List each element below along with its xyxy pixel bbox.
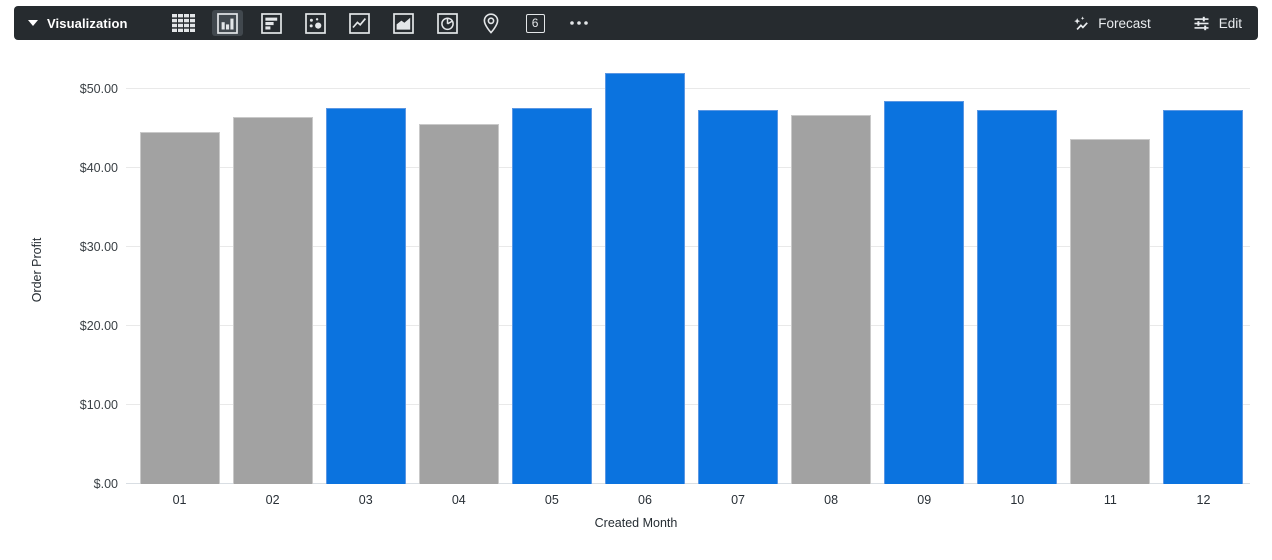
x-tick-label: 02: [265, 493, 280, 507]
x-tick-label: 11: [1103, 493, 1117, 507]
scatter-icon: [304, 12, 326, 34]
x-tick-label: 05: [544, 493, 559, 507]
table-icon: [171, 14, 195, 32]
visualization-label: Visualization: [47, 15, 128, 31]
bar-06[interactable]: [604, 72, 685, 484]
x-tick-label: 10: [1010, 493, 1025, 507]
gridline: [126, 403, 1250, 405]
forecast-button[interactable]: Forecast: [1072, 15, 1151, 32]
x-tick-label: 12: [1196, 493, 1211, 507]
x-tick-label: 04: [451, 493, 466, 507]
x-tick-label: 03: [358, 493, 373, 507]
y-tick-label: $40.00: [79, 160, 118, 175]
pie-chart-icon: [436, 12, 458, 34]
bar-11[interactable]: [1070, 139, 1151, 484]
bar-04[interactable]: [418, 123, 499, 484]
y-tick-label: $50.00: [79, 81, 118, 96]
bar-chart-icon: [260, 12, 282, 34]
bar-09[interactable]: [884, 100, 965, 484]
gridline: [126, 87, 1250, 89]
y-tick-label: $10.00: [79, 397, 118, 412]
bar-02[interactable]: [232, 117, 313, 484]
edit-label: Edit: [1218, 15, 1242, 31]
x-tick-label: 07: [731, 493, 745, 507]
forecast-label: Forecast: [1098, 15, 1151, 31]
x-tick-label: 06: [638, 493, 652, 507]
single-value-icon: 6: [525, 13, 545, 33]
bar-03[interactable]: [325, 107, 406, 484]
y-axis-title: Order Profit: [30, 237, 44, 303]
chart-type-bar[interactable]: [256, 10, 287, 36]
bar-12[interactable]: [1163, 110, 1244, 484]
chart-type-line[interactable]: [344, 10, 375, 36]
chart-type-column[interactable]: [211, 10, 243, 36]
y-tick-label: $30.00: [79, 239, 118, 254]
chart-type-pie[interactable]: [432, 10, 463, 36]
y-tick-label: $20.00: [79, 318, 118, 333]
single-value-glyph: 6: [531, 16, 539, 30]
gridline: [126, 245, 1250, 247]
tune-icon: [1194, 16, 1209, 30]
forecast-icon: [1074, 15, 1089, 30]
x-axis-line: [126, 483, 1250, 484]
chart-type-single-value[interactable]: 6: [520, 10, 551, 36]
visualization-toolbar: Visualization: [14, 6, 1258, 40]
bar-01[interactable]: [139, 132, 220, 484]
chart-type-picker: 6: [168, 10, 595, 36]
visualization-dropdown[interactable]: Visualization: [28, 16, 128, 31]
bar-chart: Order Profit $.00 $10.00 $20.00 $30.00 $40.0…: [0, 46, 1272, 560]
bar-07[interactable]: [698, 110, 779, 484]
y-tick-label: $.00: [93, 477, 118, 491]
chart-type-map[interactable]: [476, 10, 507, 36]
ellipsis-icon: [570, 21, 588, 25]
x-tick-label: 01: [172, 493, 187, 507]
x-axis-title: Created Month: [594, 516, 678, 530]
map-pin-icon: [483, 12, 499, 34]
edit-button[interactable]: Edit: [1193, 15, 1242, 32]
gridline: [126, 324, 1250, 326]
plot-area: $.00 $10.00 $20.00 $30.00 $40.00 $50.00 01 02 03…: [80, 65, 1250, 507]
gridline: [126, 166, 1250, 168]
chart-type-scatter[interactable]: [300, 10, 331, 36]
bar-10[interactable]: [977, 110, 1058, 484]
column-chart-icon: [216, 12, 238, 34]
x-tick-label: 08: [824, 493, 839, 507]
bar-05[interactable]: [511, 107, 592, 484]
chart-type-table[interactable]: [168, 10, 199, 36]
line-chart-icon: [348, 12, 370, 34]
area-chart-icon: [392, 12, 414, 34]
chart-type-more[interactable]: [564, 10, 595, 36]
chart-type-area[interactable]: [388, 10, 419, 36]
caret-down-icon: [28, 20, 38, 26]
x-tick-label: 09: [917, 493, 932, 507]
bar-08[interactable]: [791, 114, 872, 484]
